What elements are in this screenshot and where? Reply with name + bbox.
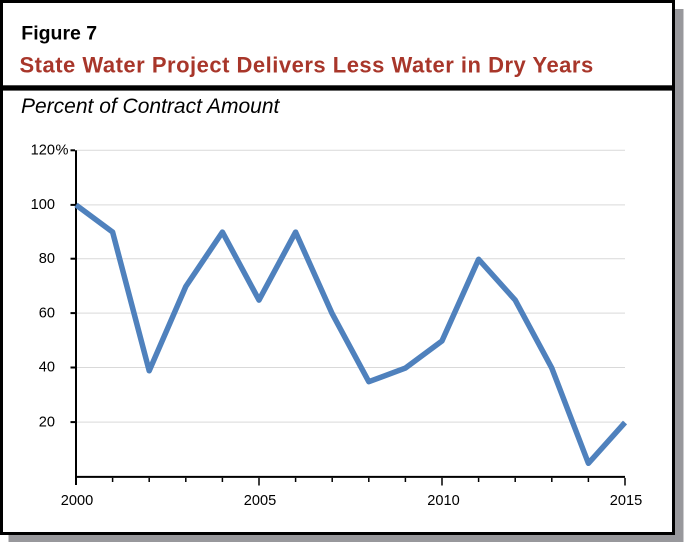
svg-text:Percent of Contract Amount: Percent of Contract Amount	[21, 95, 281, 118]
svg-text:Figure 7: Figure 7	[21, 23, 97, 45]
svg-text:2005: 2005	[244, 493, 276, 509]
svg-text:20: 20	[39, 414, 55, 430]
svg-text:120: 120	[31, 143, 55, 159]
svg-text:State Water Project Delivers L: State Water Project Delivers Less Water …	[20, 53, 594, 78]
svg-text:2015: 2015	[610, 493, 642, 509]
svg-text:60: 60	[39, 305, 55, 321]
svg-text:%: %	[56, 143, 69, 159]
svg-text:2000: 2000	[61, 493, 93, 509]
svg-text:80: 80	[39, 251, 55, 267]
svg-text:40: 40	[39, 360, 55, 376]
svg-text:100: 100	[31, 197, 55, 213]
svg-text:2010: 2010	[427, 493, 459, 509]
